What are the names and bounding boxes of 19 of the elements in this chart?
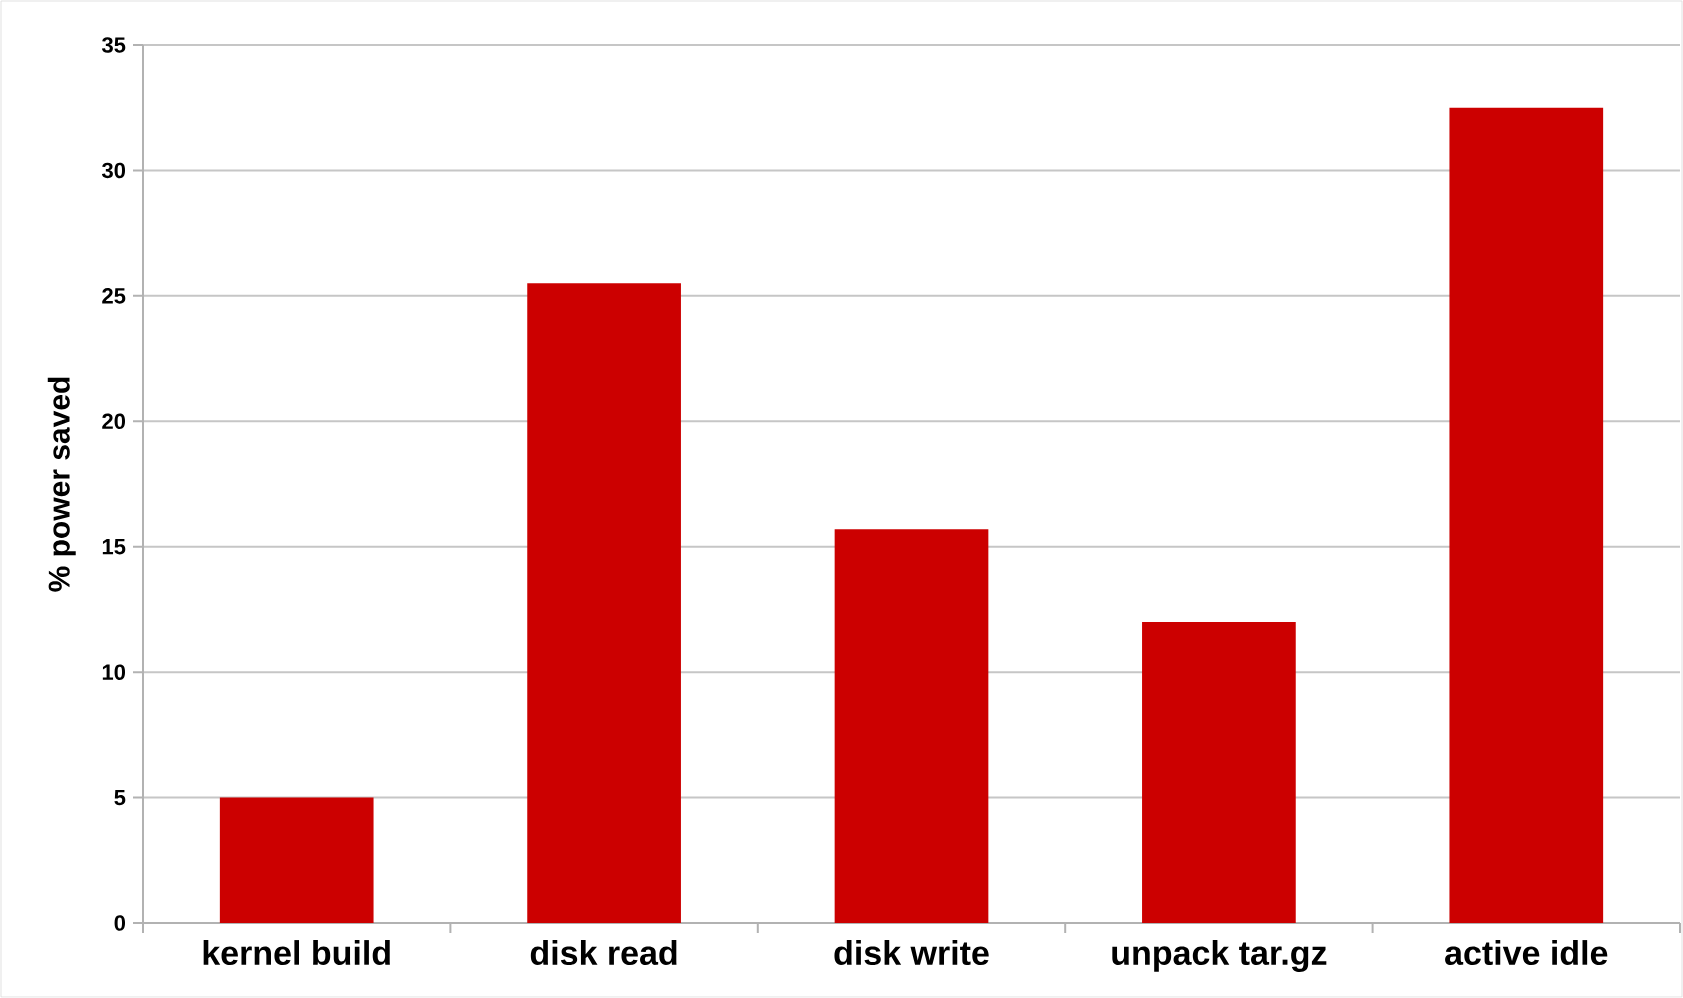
bar [1142, 621, 1296, 923]
x-tick-label: disk read [530, 940, 677, 966]
y-tick-label: 10 [102, 664, 126, 680]
y-tick-label: 25 [102, 288, 126, 304]
bar [834, 529, 989, 923]
y-axis-title: % power saved [47, 377, 76, 592]
x-tick-label: active idle [1445, 940, 1608, 966]
bar [1449, 107, 1604, 923]
y-tick-label: 0 [114, 915, 126, 931]
x-tick-label: kernel build [203, 940, 390, 966]
x-tick-label: unpack tar.gz [1112, 940, 1327, 972]
y-tick-label: 35 [101, 37, 126, 53]
y-tick-label: 5 [114, 789, 126, 806]
bar [219, 797, 374, 923]
bar [527, 283, 681, 923]
y-tick-label: 20 [102, 413, 126, 430]
x-tick-label: disk write [834, 940, 989, 966]
y-tick-label: 30 [101, 162, 126, 179]
y-tick-label: 15 [102, 539, 126, 555]
